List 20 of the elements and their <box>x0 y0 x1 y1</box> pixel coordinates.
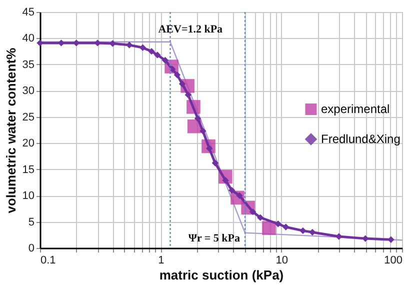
y-tick-label: 45 <box>22 6 34 18</box>
x-tick-label: 10 <box>276 254 288 266</box>
y-tick-label: 25 <box>22 111 34 124</box>
y-tick-label: 15 <box>22 164 34 176</box>
x-tick-label: 100 <box>384 254 402 266</box>
y-tick-label: 40 <box>22 32 34 45</box>
y-tick-label: 5 <box>28 216 34 228</box>
legend-label: Fredlund&Xing <box>320 132 400 146</box>
y-tick-label: 30 <box>22 85 34 98</box>
x-tick-label: 1 <box>158 254 164 266</box>
y-tick-label: 10 <box>22 190 34 202</box>
y-tick-label: 0 <box>28 242 34 254</box>
x-axis-title: matric suction (kPa) <box>159 268 284 282</box>
ref-line-label: Ψr = 5 kPa <box>188 232 240 245</box>
x-tick-label: 0.1 <box>40 254 56 266</box>
y-axis-title: volumetric water content% <box>3 47 18 214</box>
legend-label: experimental <box>320 102 390 116</box>
y-tick-label: 35 <box>22 58 34 71</box>
ref-line-label: AEV=1.2 kPa <box>158 24 224 36</box>
y-tick-label: 20 <box>22 138 34 150</box>
